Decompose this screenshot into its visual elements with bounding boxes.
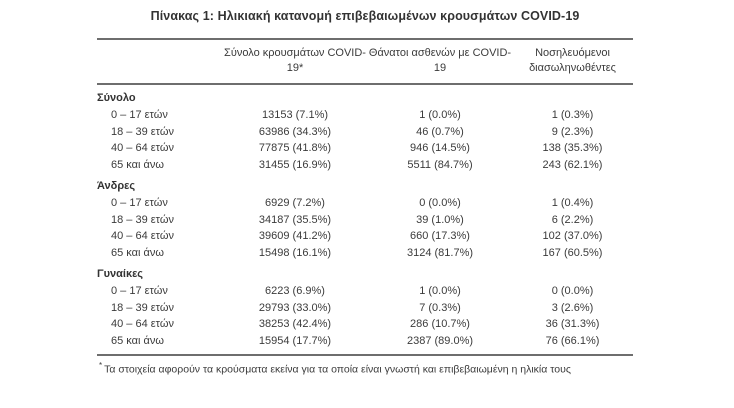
section-label: Άνδρες xyxy=(97,180,136,192)
table-row: 18 – 39 ετών 29793 (33.0%) 7 (0.3%) 3 (2… xyxy=(97,300,633,317)
cell-intubated: 138 (35.3%) xyxy=(542,142,603,154)
cell-intubated: 36 (31.3%) xyxy=(545,318,600,330)
table-container: Πίνακας 1: Ηλικιακή κατανομή επιβεβαιωμέ… xyxy=(97,0,633,377)
cell-cases: 29793 (33.0%) xyxy=(258,301,332,314)
table-row: 0 – 17 ετών 6929 (7.2%) 0 (0.0%) 1 (0.4%… xyxy=(97,195,633,212)
table-section-total: Σύνολο 0 – 17 ετών 13153 (7.1%) 1 (0.0%)… xyxy=(97,85,633,173)
cell-intubated: 3 (2.6%) xyxy=(551,301,594,314)
cell-cases: 6929 (7.2%) xyxy=(265,197,325,209)
cell-cases: 13153 (7.1%) xyxy=(261,109,329,121)
table-row: 0 – 17 ετών 6223 (6.9%) 1 (0.0%) 0 (0.0%… xyxy=(97,283,633,300)
table-row: 40 – 64 ετών 77875 (41.8%) 946 (14.5%) 1… xyxy=(97,140,633,157)
cell-cases: 39609 (41.2%) xyxy=(258,230,332,242)
cell-cases: 6223 (6.9%) xyxy=(265,285,325,297)
row-label: 0 – 17 ετών xyxy=(111,109,168,121)
table-section-men: Άνδρες 0 – 17 ετών 6929 (7.2%) 0 (0.0%) … xyxy=(97,173,633,261)
page-title: Πίνακας 1: Ηλικιακή κατανομή επιβεβαιωμέ… xyxy=(150,9,580,23)
table-header-row: Σύνολο κρουσμάτων COVID-19* Θάνατοι ασθε… xyxy=(97,40,633,85)
cell-intubated: 9 (2.3%) xyxy=(551,125,594,138)
row-label: 18 – 39 ετών xyxy=(111,125,174,138)
row-label: 65 και άνω xyxy=(111,334,164,347)
table-row: 18 – 39 ετών 34187 (35.5%) 39 (1.0%) 6 (… xyxy=(97,212,633,229)
cell-deaths: 3124 (81.7%) xyxy=(406,246,474,259)
cell-cases: 31455 (16.9%) xyxy=(258,158,332,171)
cell-deaths: 39 (1.0%) xyxy=(416,213,464,226)
table-row: 65 και άνω 15498 (16.1%) 3124 (81.7%) 16… xyxy=(97,245,633,262)
table-row: 65 και άνω 31455 (16.9%) 5511 (84.7%) 24… xyxy=(97,157,633,174)
row-label: 40 – 64 ετών xyxy=(111,318,174,330)
cell-deaths: 1 (0.0%) xyxy=(419,109,461,121)
table-footnote: * Τα στοιχεία αφορούν τα κρούσματα εκείνα… xyxy=(97,359,633,377)
row-label: 40 – 64 ετών xyxy=(111,230,174,242)
cell-deaths: 2387 (89.0%) xyxy=(406,334,474,347)
column-header-intubated: Νοσηλευόμενοι διασωληνωθέντες xyxy=(529,47,616,74)
column-header-cases: Σύνολο κρουσμάτων COVID-19* xyxy=(224,47,366,74)
table-body: Σύνολο 0 – 17 ετών 13153 (7.1%) 1 (0.0%)… xyxy=(97,85,633,356)
cell-intubated: 1 (0.3%) xyxy=(551,109,594,121)
cell-deaths: 286 (10.7%) xyxy=(410,318,470,330)
cell-deaths: 660 (17.3%) xyxy=(410,230,470,242)
table-row: 0 – 17 ετών 13153 (7.1%) 1 (0.0%) 1 (0.3… xyxy=(97,107,633,124)
footnote-text: Τα στοιχεία αφορούν τα κρούσματα εκείνα … xyxy=(104,363,571,376)
row-label: 65 και άνω xyxy=(111,158,164,171)
cell-deaths: 5511 (84.7%) xyxy=(407,158,473,171)
cell-intubated: 1 (0.4%) xyxy=(551,197,594,209)
table-row: 65 και άνω 15954 (17.7%) 2387 (89.0%) 76… xyxy=(97,333,633,350)
cell-intubated: 102 (37.0%) xyxy=(542,230,603,242)
row-label: 18 – 39 ετών xyxy=(111,213,174,226)
cell-deaths: 0 (0.0%) xyxy=(419,197,461,209)
row-label: 40 – 64 ετών xyxy=(111,142,174,154)
cell-intubated: 0 (0.0%) xyxy=(551,285,594,297)
cell-cases: 63986 (34.3%) xyxy=(258,125,332,138)
cell-deaths: 46 (0.7%) xyxy=(416,125,464,138)
cell-deaths: 1 (0.0%) xyxy=(419,285,461,297)
cell-deaths: 946 (14.5%) xyxy=(410,142,470,154)
section-label: Σύνολο xyxy=(97,92,136,104)
row-label: 0 – 17 ετών xyxy=(111,285,168,297)
section-label: Γυναίκες xyxy=(97,268,144,280)
cell-intubated: 167 (60.5%) xyxy=(542,246,603,259)
cell-cases: 77875 (41.8%) xyxy=(258,142,332,154)
table-row: 40 – 64 ετών 38253 (42.4%) 286 (10.7%) 3… xyxy=(97,316,633,333)
footnote-asterisk: * xyxy=(99,361,103,370)
data-table: Σύνολο κρουσμάτων COVID-19* Θάνατοι ασθε… xyxy=(97,38,633,377)
table-row: 18 – 39 ετών 63986 (34.3%) 46 (0.7%) 9 (… xyxy=(97,124,633,141)
row-label: 0 – 17 ετών xyxy=(111,197,168,209)
cell-intubated: 243 (62.1%) xyxy=(542,158,603,171)
row-label: 18 – 39 ετών xyxy=(111,301,174,314)
table-section-women: Γυναίκες 0 – 17 ετών 6223 (6.9%) 1 (0.0%… xyxy=(97,261,633,349)
row-label: 65 και άνω xyxy=(111,246,164,259)
cell-deaths: 7 (0.3%) xyxy=(419,301,461,314)
column-header-deaths: Θάνατοι ασθενών με COVID-19 xyxy=(368,47,512,74)
cell-cases: 15498 (16.1%) xyxy=(258,246,332,259)
cell-cases: 34187 (35.5%) xyxy=(258,213,332,226)
cell-intubated: 76 (66.1%) xyxy=(545,334,600,347)
cell-cases: 15954 (17.7%) xyxy=(258,334,332,347)
cell-cases: 38253 (42.4%) xyxy=(258,318,332,330)
cell-intubated: 6 (2.2%) xyxy=(551,213,594,226)
table-row: 40 – 64 ετών 39609 (41.2%) 660 (17.3%) 1… xyxy=(97,228,633,245)
